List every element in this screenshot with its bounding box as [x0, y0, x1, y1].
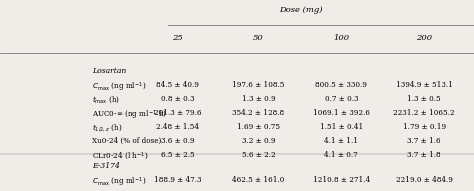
Text: 0.7 ± 0.3: 0.7 ± 0.3 [325, 95, 358, 103]
Text: 3.6 ± 0.9: 3.6 ± 0.9 [161, 137, 194, 145]
Text: E-3174: E-3174 [92, 162, 120, 170]
Text: 3.7 ± 0.5: 3.7 ± 0.5 [161, 189, 194, 191]
Text: 1.3 ± 0.9: 1.3 ± 0.9 [242, 95, 275, 103]
Text: Losartan: Losartan [92, 67, 127, 75]
Text: 1069.1 ± 392.6: 1069.1 ± 392.6 [313, 109, 370, 117]
Text: 462.5 ± 161.0: 462.5 ± 161.0 [232, 176, 284, 184]
Text: 3.2 ± 0.9: 3.2 ± 0.9 [242, 137, 275, 145]
Text: 0.8 ± 0.3: 0.8 ± 0.3 [161, 95, 194, 103]
Text: 4.1 ± 0.7: 4.1 ± 0.7 [324, 151, 358, 159]
Text: 3.7 ± 1.8: 3.7 ± 1.8 [408, 151, 441, 159]
Text: $t_{\rm max}$ (h): $t_{\rm max}$ (h) [92, 189, 120, 191]
Text: 1.69 ± 0.75: 1.69 ± 0.75 [237, 123, 280, 131]
Text: 1394.9 ± 513.1: 1394.9 ± 513.1 [396, 81, 453, 89]
Text: Xu0-24 (% of dose): Xu0-24 (% of dose) [92, 137, 162, 145]
Text: $t_{1/2,z}$ (h): $t_{1/2,z}$ (h) [92, 123, 123, 134]
Text: 2.48 ± 1.54: 2.48 ± 1.54 [156, 123, 199, 131]
Text: 3.0 ± 0.6: 3.0 ± 0.6 [242, 189, 275, 191]
Text: 197.6 ± 108.5: 197.6 ± 108.5 [232, 81, 284, 89]
Text: 6.5 ± 2.5: 6.5 ± 2.5 [161, 151, 194, 159]
Text: 2231.2 ± 1065.2: 2231.2 ± 1065.2 [393, 109, 455, 117]
Text: Dose (mg): Dose (mg) [279, 6, 323, 14]
Text: 1.3 ± 0.5: 1.3 ± 0.5 [408, 95, 441, 103]
Text: $t_{\rm max}$ (h): $t_{\rm max}$ (h) [92, 95, 120, 105]
Text: 84.5 ± 40.9: 84.5 ± 40.9 [156, 81, 199, 89]
Text: 800.5 ± 330.9: 800.5 ± 330.9 [315, 81, 367, 89]
Text: 50: 50 [253, 34, 264, 42]
Text: 200: 200 [416, 34, 432, 42]
Text: AUC0-$\infty$ (ng ml$^{-1}$ h): AUC0-$\infty$ (ng ml$^{-1}$ h) [92, 109, 167, 122]
Text: $C_{\rm max}$ (ng ml$^{-1}$): $C_{\rm max}$ (ng ml$^{-1}$) [92, 176, 147, 189]
Text: 100: 100 [333, 34, 349, 42]
Text: 3.7 ± 1.6: 3.7 ± 1.6 [408, 137, 441, 145]
Text: CLr0-24 (l h$^{-1}$): CLr0-24 (l h$^{-1}$) [92, 151, 149, 162]
Text: 5.6 ± 2.2: 5.6 ± 2.2 [242, 151, 275, 159]
Text: 1.79 ± 0.19: 1.79 ± 0.19 [403, 123, 446, 131]
Text: 188.9 ± 47.3: 188.9 ± 47.3 [154, 176, 201, 184]
Text: 2.0 ± 0.6: 2.0 ± 0.6 [325, 189, 358, 191]
Text: 4.1 ± 1.1: 4.1 ± 1.1 [324, 137, 358, 145]
Text: 25: 25 [173, 34, 183, 42]
Text: 1210.8 ± 271.4: 1210.8 ± 271.4 [313, 176, 370, 184]
Text: 201.3 ± 79.6: 201.3 ± 79.6 [154, 109, 201, 117]
Text: 2.5 ± 0.5: 2.5 ± 0.5 [408, 189, 441, 191]
Text: 1.51 ± 0.41: 1.51 ± 0.41 [319, 123, 363, 131]
Text: 2219.0 ± 484.9: 2219.0 ± 484.9 [396, 176, 453, 184]
Text: 354.2 ± 128.8: 354.2 ± 128.8 [232, 109, 284, 117]
Text: $C_{\rm max}$ (ng ml$^{-1}$): $C_{\rm max}$ (ng ml$^{-1}$) [92, 81, 147, 94]
